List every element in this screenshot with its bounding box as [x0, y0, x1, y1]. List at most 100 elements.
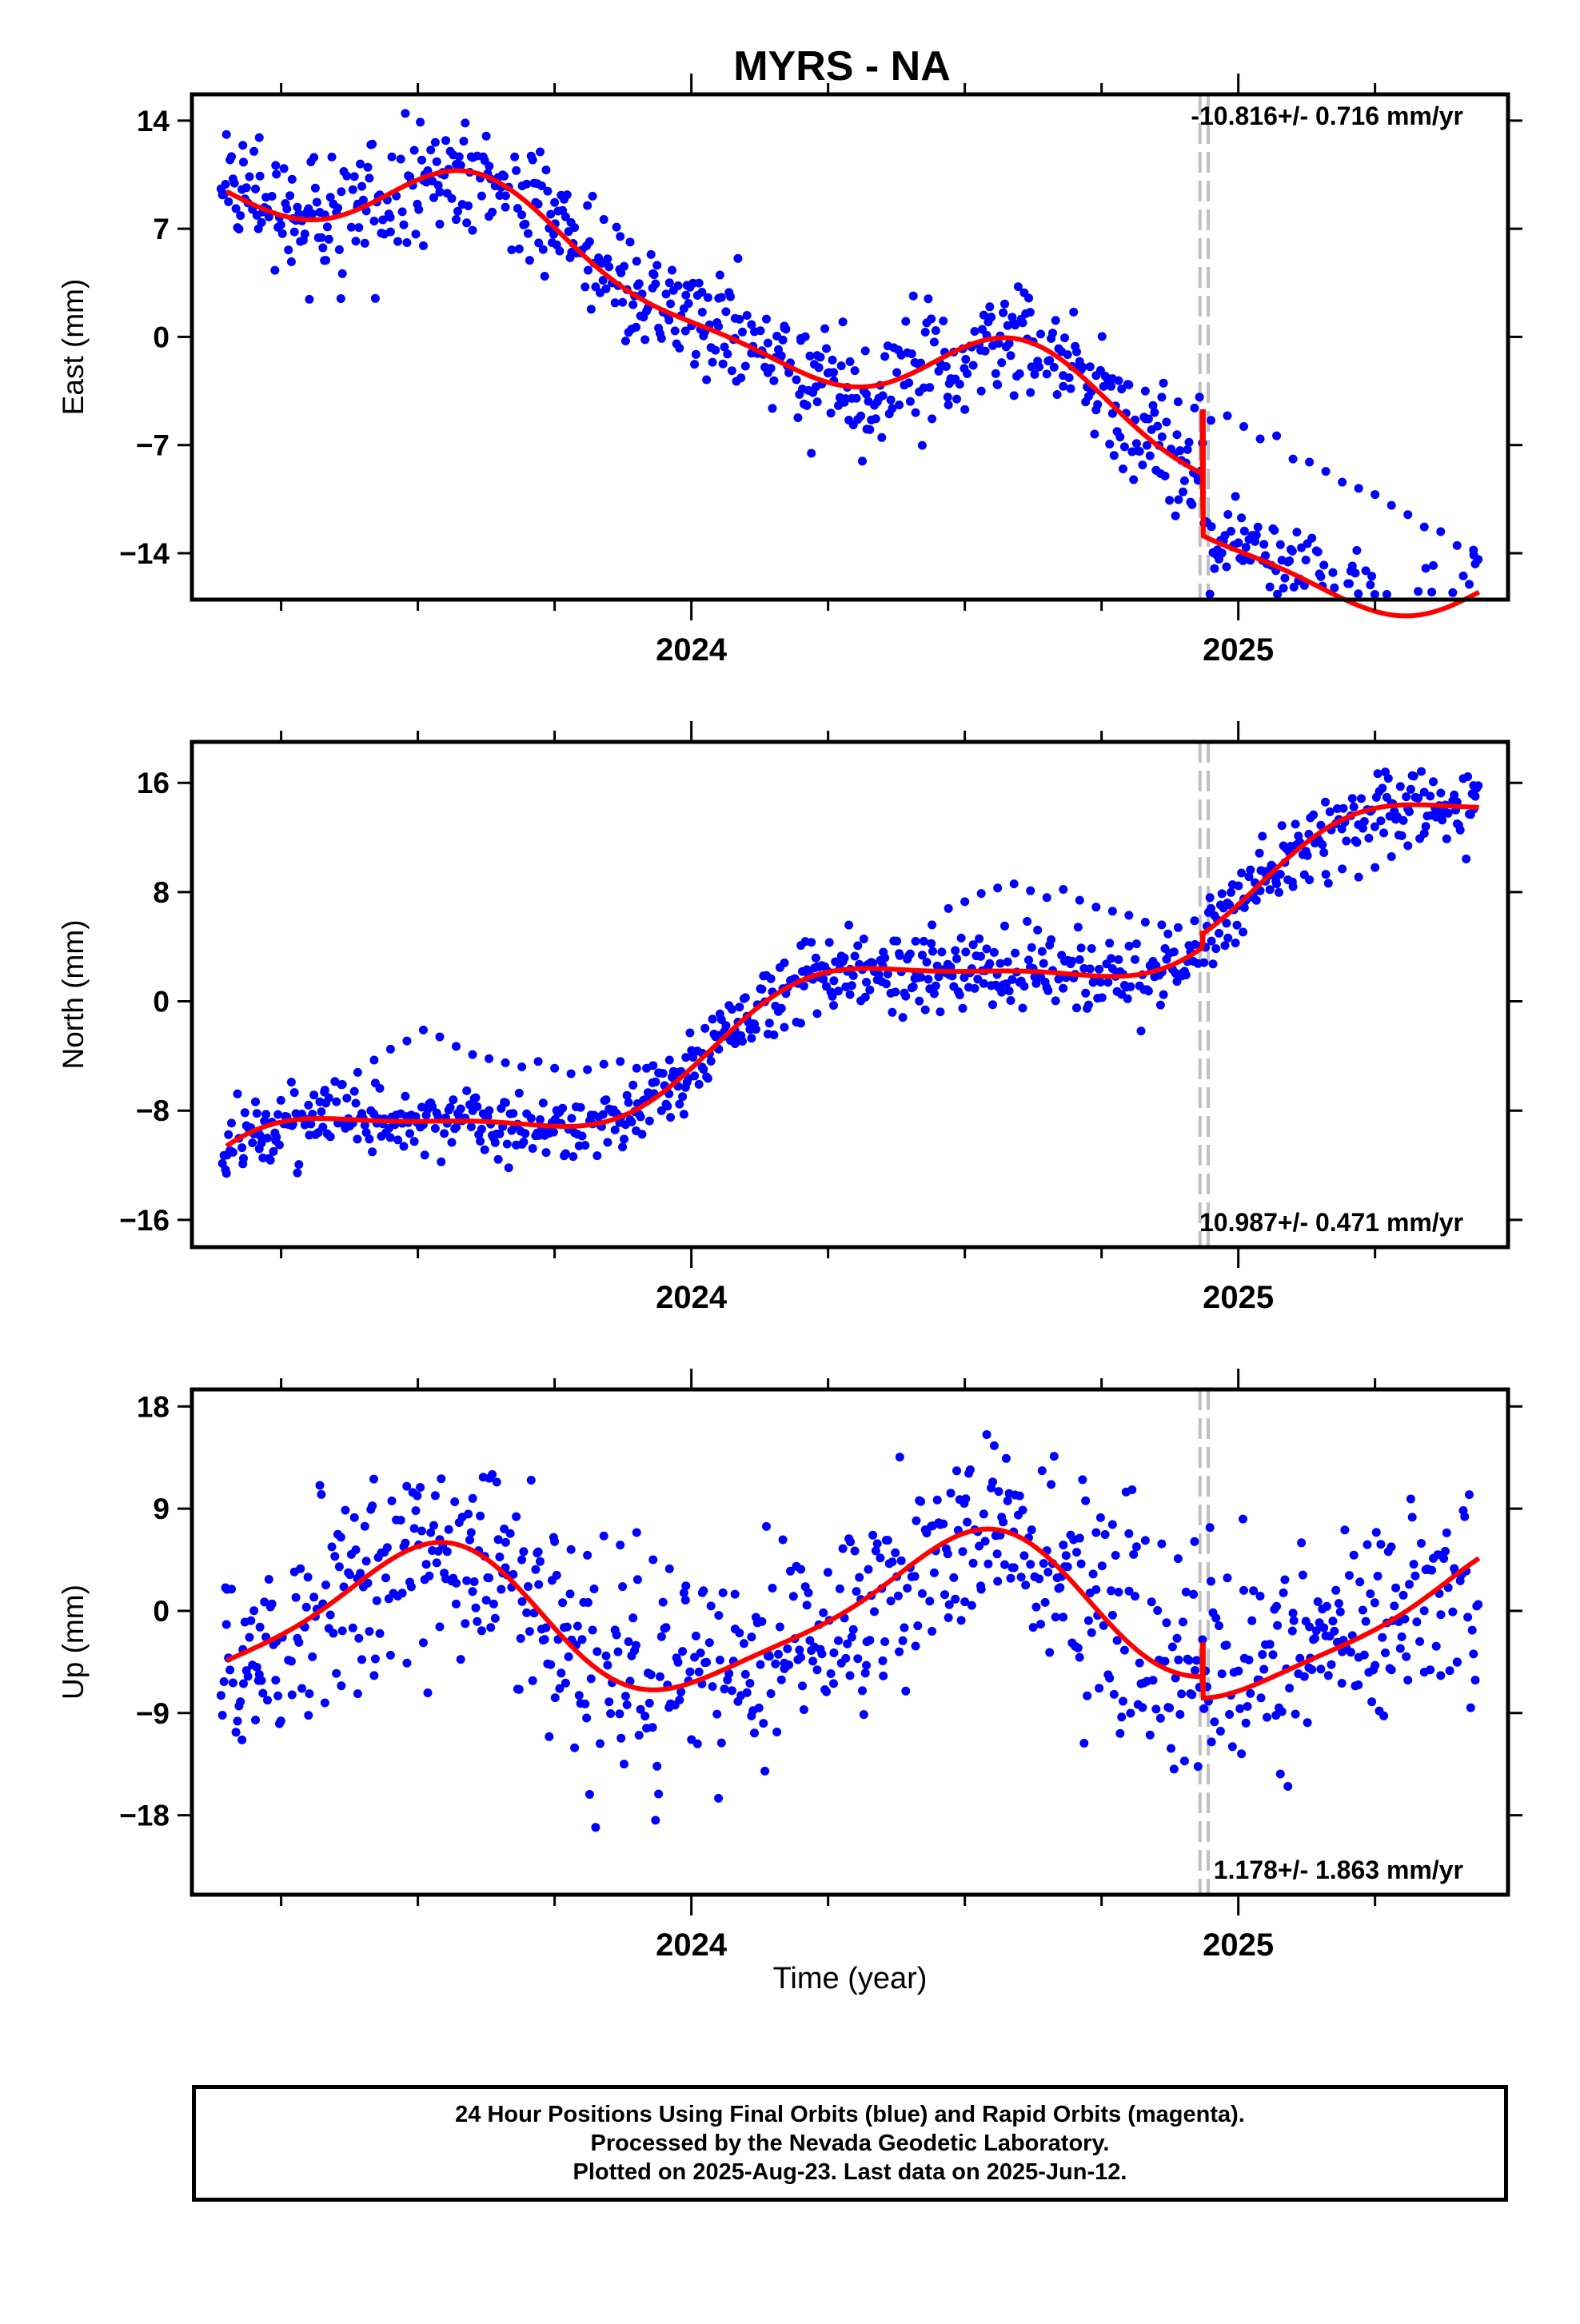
- data-point: [1148, 1676, 1158, 1685]
- data-point: [1003, 1496, 1012, 1505]
- data-point: [988, 1000, 997, 1010]
- data-point: [699, 1065, 708, 1074]
- data-point: [221, 1169, 231, 1178]
- data-point: [1232, 920, 1242, 930]
- data-point: [1318, 840, 1327, 850]
- data-point: [233, 1089, 242, 1098]
- data-point: [1114, 1588, 1123, 1597]
- data-point: [1198, 1635, 1207, 1644]
- data-point: [711, 345, 720, 355]
- data-point: [1319, 560, 1329, 570]
- y-tick-label: 18: [137, 1390, 170, 1423]
- data-point: [1421, 822, 1430, 831]
- data-point: [1466, 1703, 1475, 1712]
- data-point: [533, 1057, 543, 1066]
- footer-line-2: Processed by the Nevada Geodetic Laborat…: [590, 2131, 1110, 2156]
- data-point: [736, 373, 746, 383]
- data-point: [726, 292, 735, 301]
- data-point: [385, 1133, 395, 1142]
- data-point: [874, 970, 884, 979]
- data-point: [811, 953, 820, 963]
- data-point: [540, 272, 549, 281]
- data-point: [747, 320, 756, 329]
- data-point: [992, 1549, 1002, 1559]
- data-point: [1048, 329, 1057, 338]
- data-point: [421, 1560, 431, 1569]
- data-point: [536, 147, 545, 157]
- data-point: [1288, 454, 1298, 464]
- data-point: [708, 1682, 717, 1692]
- data-point: [1059, 1541, 1068, 1550]
- data-point: [273, 1110, 283, 1119]
- data-point: [1126, 1708, 1135, 1718]
- data-point: [402, 238, 412, 248]
- data-point: [694, 1667, 704, 1676]
- data-point: [1258, 1650, 1267, 1659]
- data-point: [1361, 1616, 1371, 1626]
- data-point: [922, 958, 932, 967]
- data-point: [255, 171, 265, 181]
- data-point: [883, 969, 892, 979]
- data-point: [1337, 1679, 1347, 1688]
- data-point: [1023, 917, 1032, 926]
- data-point: [742, 311, 752, 320]
- data-point: [968, 361, 978, 370]
- data-point: [620, 261, 628, 271]
- data-point: [276, 1095, 285, 1105]
- data-point: [965, 1465, 975, 1474]
- data-point: [473, 1102, 482, 1111]
- data-point: [893, 1591, 903, 1600]
- data-point: [661, 289, 671, 299]
- data-point: [461, 1619, 470, 1628]
- data-point: [706, 1056, 716, 1066]
- data-point: [582, 1713, 592, 1723]
- data-point: [952, 954, 961, 963]
- data-point: [796, 1018, 805, 1028]
- data-point: [369, 1474, 378, 1484]
- data-point: [739, 1639, 748, 1648]
- data-point: [796, 333, 805, 343]
- data-point: [303, 1573, 313, 1582]
- data-point: [1403, 1676, 1413, 1685]
- data-point: [291, 1593, 301, 1602]
- data-point: [1397, 831, 1406, 840]
- data-point: [730, 313, 740, 323]
- data-point: [1436, 810, 1446, 819]
- data-point: [356, 1569, 365, 1578]
- data-point: [333, 203, 342, 213]
- data-point: [606, 1709, 616, 1718]
- data-point: [1367, 1697, 1377, 1707]
- data-point: [652, 261, 662, 270]
- data-point: [905, 949, 915, 959]
- data-point: [620, 337, 630, 345]
- data-point: [1373, 1572, 1382, 1581]
- data-point: [960, 1597, 970, 1607]
- data-point: [1378, 1632, 1387, 1642]
- data-point: [1145, 1730, 1155, 1740]
- data-point: [1227, 527, 1235, 536]
- data-point: [1342, 836, 1351, 846]
- data-point: [898, 1013, 908, 1022]
- data-point: [1181, 971, 1191, 979]
- data-point: [703, 1074, 712, 1083]
- x-tick-label: 2025: [1203, 1280, 1274, 1315]
- data-point: [1083, 1616, 1093, 1625]
- data-point: [468, 225, 477, 235]
- data-point: [493, 1154, 503, 1164]
- data-point: [417, 1526, 426, 1536]
- data-point: [670, 326, 680, 336]
- data-point: [360, 1521, 369, 1531]
- data-point: [911, 408, 920, 417]
- data-point: [1039, 959, 1048, 968]
- data-point: [799, 1705, 808, 1714]
- data-point: [577, 1635, 587, 1644]
- data-point: [1210, 1717, 1219, 1727]
- data-point: [429, 1521, 438, 1530]
- data-point: [1272, 879, 1282, 889]
- data-point: [1358, 823, 1367, 833]
- data-point: [831, 957, 840, 967]
- data-point: [1205, 893, 1215, 903]
- data-point: [322, 222, 332, 232]
- data-point: [541, 1623, 551, 1632]
- data-point: [1328, 1616, 1338, 1626]
